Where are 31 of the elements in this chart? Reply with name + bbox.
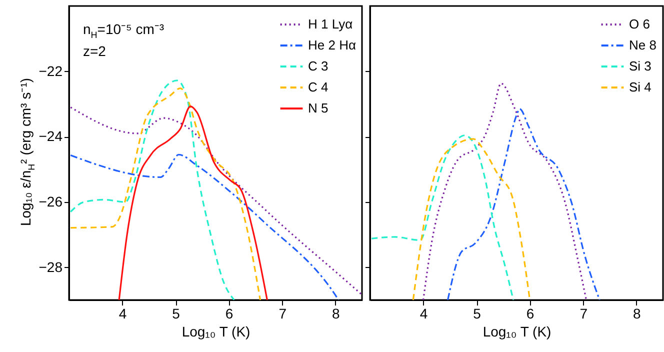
legend-label: Ne 8	[629, 38, 656, 52]
x-tick-label: 8	[632, 306, 641, 322]
x-tick-label: 8	[332, 306, 340, 322]
legend-label: O 6	[629, 16, 650, 32]
annotation: z=2	[83, 43, 106, 59]
legend-label: C 3	[308, 58, 328, 74]
x-tick-label: 6	[526, 306, 534, 322]
legend-label: Si 4	[629, 80, 652, 94]
x-tick-label: 7	[278, 306, 287, 322]
line-series	[70, 154, 340, 300]
line-series	[118, 105, 268, 300]
line-series	[70, 88, 262, 300]
legend-label: Si 3	[629, 58, 652, 74]
line-series	[70, 80, 235, 300]
x-tick-label: 5	[172, 306, 180, 322]
x-tick-label: 4	[118, 306, 127, 322]
x-tick-label: 7	[580, 306, 588, 322]
x-tick-label: 4	[420, 306, 428, 322]
x-tick-label: 6	[225, 306, 234, 322]
annotation: n$_{H}$=10⁻⁵ cm⁻³	[83, 20, 164, 40]
legend-label: C 4	[308, 80, 328, 94]
legend-label: N 5	[308, 100, 328, 116]
y-tick-label: −26	[38, 194, 63, 210]
x-tick-label: 5	[473, 306, 482, 322]
y-tick-label: −28	[38, 258, 63, 275]
x-axis-title: Log₁₀ T (K)	[482, 324, 552, 340]
legend-label: H 1 Lyα	[308, 16, 354, 32]
legend-label: He 2 Hα	[308, 38, 356, 52]
y-tick-label: −22	[38, 62, 63, 79]
y-tick-label: −24	[38, 128, 63, 144]
x-axis-title: Log₁₀ T (K)	[182, 324, 250, 340]
